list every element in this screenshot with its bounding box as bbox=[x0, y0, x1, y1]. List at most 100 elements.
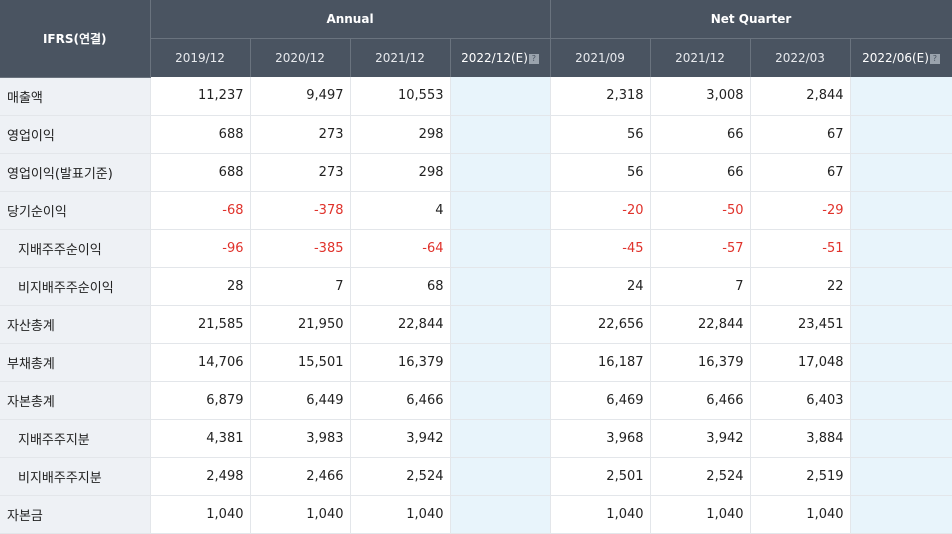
estimate-cell bbox=[450, 343, 551, 382]
table-body: 매출액 11,237 9,497 10,553 2,318 3,008 2,844 영업이익 6… bbox=[0, 77, 952, 534]
value-cell: 2,524 bbox=[650, 457, 751, 496]
period-label: 2022/12(E) bbox=[461, 51, 528, 65]
help-icon[interactable]: ? bbox=[528, 54, 539, 64]
value-cell: 22 bbox=[750, 267, 851, 306]
value-cell: 23,451 bbox=[750, 305, 851, 344]
value-cell: 56 bbox=[550, 115, 651, 154]
value-cell: 2,318 bbox=[550, 77, 651, 116]
period-header-estimate: 2022/06(E)? bbox=[850, 38, 952, 77]
table-row: 비지배주주지분 2,498 2,466 2,524 2,501 2,524 2,519 bbox=[0, 457, 952, 496]
value-cell: -50 bbox=[650, 191, 751, 230]
period-header: 2020/12 bbox=[250, 38, 351, 77]
row-label: 당기순이익 bbox=[0, 191, 151, 230]
value-cell: 2,466 bbox=[250, 457, 351, 496]
value-cell: 14,706 bbox=[150, 343, 251, 382]
estimate-cell bbox=[450, 77, 551, 116]
estimate-cell bbox=[850, 115, 952, 154]
value-cell: 21,585 bbox=[150, 305, 251, 344]
table-row: 영업이익 688 273 298 56 66 67 bbox=[0, 115, 952, 154]
estimate-cell bbox=[850, 343, 952, 382]
value-cell: 22,844 bbox=[350, 305, 451, 344]
value-cell: -378 bbox=[250, 191, 351, 230]
estimate-cell bbox=[850, 381, 952, 420]
value-cell: 1,040 bbox=[650, 495, 751, 534]
value-cell: 28 bbox=[150, 267, 251, 306]
value-cell: 4,381 bbox=[150, 419, 251, 458]
value-cell: -68 bbox=[150, 191, 251, 230]
table-row: 영업이익(발표기준) 688 273 298 56 66 67 bbox=[0, 153, 952, 192]
value-cell: 67 bbox=[750, 153, 851, 192]
table-row: 부채총계 14,706 15,501 16,379 16,187 16,379 17,048 bbox=[0, 343, 952, 382]
value-cell: 273 bbox=[250, 153, 351, 192]
value-cell: 1,040 bbox=[150, 495, 251, 534]
value-cell: 688 bbox=[150, 115, 251, 154]
value-cell: 7 bbox=[250, 267, 351, 306]
value-cell: 6,466 bbox=[350, 381, 451, 420]
value-cell: 17,048 bbox=[750, 343, 851, 382]
estimate-cell bbox=[850, 457, 952, 496]
value-cell: 6,879 bbox=[150, 381, 251, 420]
value-cell: 273 bbox=[250, 115, 351, 154]
value-cell: 66 bbox=[650, 115, 751, 154]
period-header: 2021/12 bbox=[350, 38, 451, 77]
value-cell: 21,950 bbox=[250, 305, 351, 344]
value-cell: 15,501 bbox=[250, 343, 351, 382]
value-cell: 22,844 bbox=[650, 305, 751, 344]
row-label: 영업이익 bbox=[0, 115, 151, 154]
value-cell: 7 bbox=[650, 267, 751, 306]
value-cell: -385 bbox=[250, 229, 351, 268]
value-cell: 1,040 bbox=[350, 495, 451, 534]
value-cell: -45 bbox=[550, 229, 651, 268]
value-cell: 67 bbox=[750, 115, 851, 154]
value-cell: 56 bbox=[550, 153, 651, 192]
estimate-cell bbox=[850, 305, 952, 344]
help-icon[interactable]: ? bbox=[929, 54, 940, 64]
estimate-cell bbox=[850, 191, 952, 230]
value-cell: 2,519 bbox=[750, 457, 851, 496]
row-label: 비지배주주순이익 bbox=[0, 267, 151, 306]
table-row: 자산총계 21,585 21,950 22,844 22,656 22,844 23,451 bbox=[0, 305, 952, 344]
table-row: 당기순이익 -68 -378 4 -20 -50 -29 bbox=[0, 191, 952, 230]
value-cell: 24 bbox=[550, 267, 651, 306]
value-cell: 16,187 bbox=[550, 343, 651, 382]
value-cell: 16,379 bbox=[650, 343, 751, 382]
value-cell: 11,237 bbox=[150, 77, 251, 116]
ifrs-header: IFRS(연결) bbox=[0, 0, 151, 78]
row-label: 자산총계 bbox=[0, 305, 151, 344]
period-header: 2022/03 bbox=[750, 38, 851, 77]
estimate-cell bbox=[450, 229, 551, 268]
value-cell: 66 bbox=[650, 153, 751, 192]
annual-header: Annual bbox=[150, 0, 551, 39]
value-cell: 1,040 bbox=[550, 495, 651, 534]
estimate-cell bbox=[450, 191, 551, 230]
value-cell: -57 bbox=[650, 229, 751, 268]
estimate-cell bbox=[450, 267, 551, 306]
period-header: 2021/09 bbox=[550, 38, 651, 77]
value-cell: 3,942 bbox=[650, 419, 751, 458]
value-cell: 1,040 bbox=[750, 495, 851, 534]
table-row: 자본금 1,040 1,040 1,040 1,040 1,040 1,040 bbox=[0, 495, 952, 534]
estimate-cell bbox=[450, 115, 551, 154]
net-quarter-header: Net Quarter bbox=[550, 0, 952, 39]
value-cell: 16,379 bbox=[350, 343, 451, 382]
table-row: 지배주주지분 4,381 3,983 3,942 3,968 3,942 3,884 bbox=[0, 419, 952, 458]
row-label: 매출액 bbox=[0, 77, 151, 116]
value-cell: 2,524 bbox=[350, 457, 451, 496]
estimate-cell bbox=[850, 267, 952, 306]
row-label: 비지배주주지분 bbox=[0, 457, 151, 496]
row-label: 지배주주지분 bbox=[0, 419, 151, 458]
value-cell: 6,466 bbox=[650, 381, 751, 420]
estimate-cell bbox=[850, 419, 952, 458]
value-cell: 688 bbox=[150, 153, 251, 192]
value-cell: 10,553 bbox=[350, 77, 451, 116]
value-cell: 2,844 bbox=[750, 77, 851, 116]
table-row: 비지배주주순이익 28 7 68 24 7 22 bbox=[0, 267, 952, 306]
table-row: 매출액 11,237 9,497 10,553 2,318 3,008 2,844 bbox=[0, 77, 952, 116]
value-cell: -29 bbox=[750, 191, 851, 230]
row-label: 부채총계 bbox=[0, 343, 151, 382]
period-label: 2022/06(E) bbox=[862, 51, 929, 65]
value-cell: 1,040 bbox=[250, 495, 351, 534]
value-cell: 2,501 bbox=[550, 457, 651, 496]
period-header: 2021/12 bbox=[650, 38, 751, 77]
